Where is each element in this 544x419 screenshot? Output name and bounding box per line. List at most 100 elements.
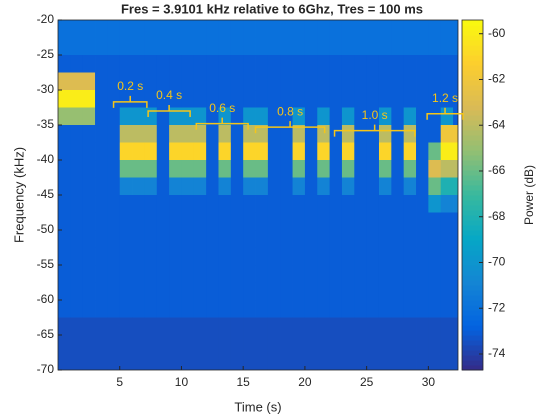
heatmap-cell [230,317,244,336]
heatmap-cell [403,142,417,161]
heatmap-cell [230,90,244,108]
heatmap-cell [453,55,458,73]
heatmap-cell [440,212,454,231]
heatmap-cell [230,107,244,126]
heatmap-cell [280,90,293,108]
heatmap-cell [70,20,84,38]
heatmap-cell [267,300,281,318]
heatmap-cell [329,107,343,126]
heatmap-cell [193,282,207,301]
heatmap-cell [391,247,405,266]
heatmap-cell [193,247,207,266]
annotation-label: 0.2 s [117,79,143,93]
heatmap-cell [267,37,281,56]
heatmap-cell [317,142,331,161]
heatmap-cell [354,125,368,143]
heatmap-cell [403,55,417,73]
heatmap-cell [304,107,318,126]
heatmap-cell [354,212,368,231]
heatmap-cell [95,125,108,143]
heatmap-cell [82,335,96,353]
heatmap-cell [317,247,331,266]
heatmap-cell [218,352,232,370]
heatmap-cell [144,160,158,178]
heatmap-cell [304,160,318,178]
heatmap-cell [95,300,108,318]
heatmap-cell [230,72,244,91]
heatmap-cell [230,195,244,213]
heatmap-cell [82,247,96,266]
heatmap-cell [403,177,417,196]
heatmap-cell [428,265,442,283]
heatmap-cell [428,317,442,336]
heatmap-cell [58,230,71,248]
x-tick-label: 20 [298,375,312,389]
heatmap-cell [341,160,355,178]
heatmap-cell [378,125,392,143]
heatmap-cell [156,247,170,266]
heatmap-cell [255,90,269,108]
heatmap-cell [329,212,343,231]
heatmap-cell [440,317,454,336]
heatmap-cell [206,72,219,91]
heatmap-cell [341,230,355,248]
heatmap-cell [144,177,158,196]
heatmap-cell [255,247,269,266]
heatmap-cell [317,90,331,108]
heatmap-cell [329,160,343,178]
heatmap-cell [144,300,158,318]
heatmap-cell [378,177,392,196]
heatmap-cell [255,300,269,318]
heatmap-cell [391,125,405,143]
heatmap-cell [366,212,380,231]
heatmap-cell [428,247,442,266]
heatmap-cell [58,72,71,91]
heatmap [58,20,458,370]
heatmap-cell [169,160,182,178]
heatmap-cell [58,20,71,38]
heatmap-cell [243,265,256,283]
heatmap-cell [304,317,318,336]
heatmap-cell [403,20,417,38]
heatmap-cell [255,195,269,213]
heatmap-cell [218,265,232,283]
heatmap-cell [95,212,108,231]
heatmap-cell [119,282,133,301]
heatmap-cell [132,142,145,161]
heatmap-cell [391,195,405,213]
heatmap-cell [82,107,96,126]
heatmap-cell [453,282,458,301]
heatmap-cell [132,55,145,73]
heatmap-cell [218,20,232,38]
heatmap-cell [267,160,281,178]
heatmap-cell [440,247,454,266]
heatmap-cell [391,352,405,370]
heatmap-cell [169,282,182,301]
heatmap-cell [280,142,293,161]
annotation-label: 1.0 s [362,108,388,122]
heatmap-cell [341,177,355,196]
heatmap-cell [403,90,417,108]
heatmap-cell [453,160,458,178]
heatmap-cell [206,352,219,370]
heatmap-cell [391,55,405,73]
heatmap-cell [366,265,380,283]
heatmap-cell [391,335,405,353]
heatmap-cell [416,142,429,161]
heatmap-cell [317,20,331,38]
heatmap-cell [169,20,182,38]
heatmap-cell [193,107,207,126]
annotation-brace [147,105,191,117]
heatmap-cell [82,55,96,73]
heatmap-cell [341,300,355,318]
y-tick-label: -20 [37,12,55,26]
heatmap-cell [440,20,454,38]
heatmap-cell [218,125,232,143]
heatmap-cell [206,247,219,266]
heatmap-cell [416,107,429,126]
heatmap-cell [366,125,380,143]
heatmap-cell [255,212,269,231]
heatmap-cell [304,265,318,283]
y-tick-label: -30 [37,82,55,96]
heatmap-cell [132,212,145,231]
